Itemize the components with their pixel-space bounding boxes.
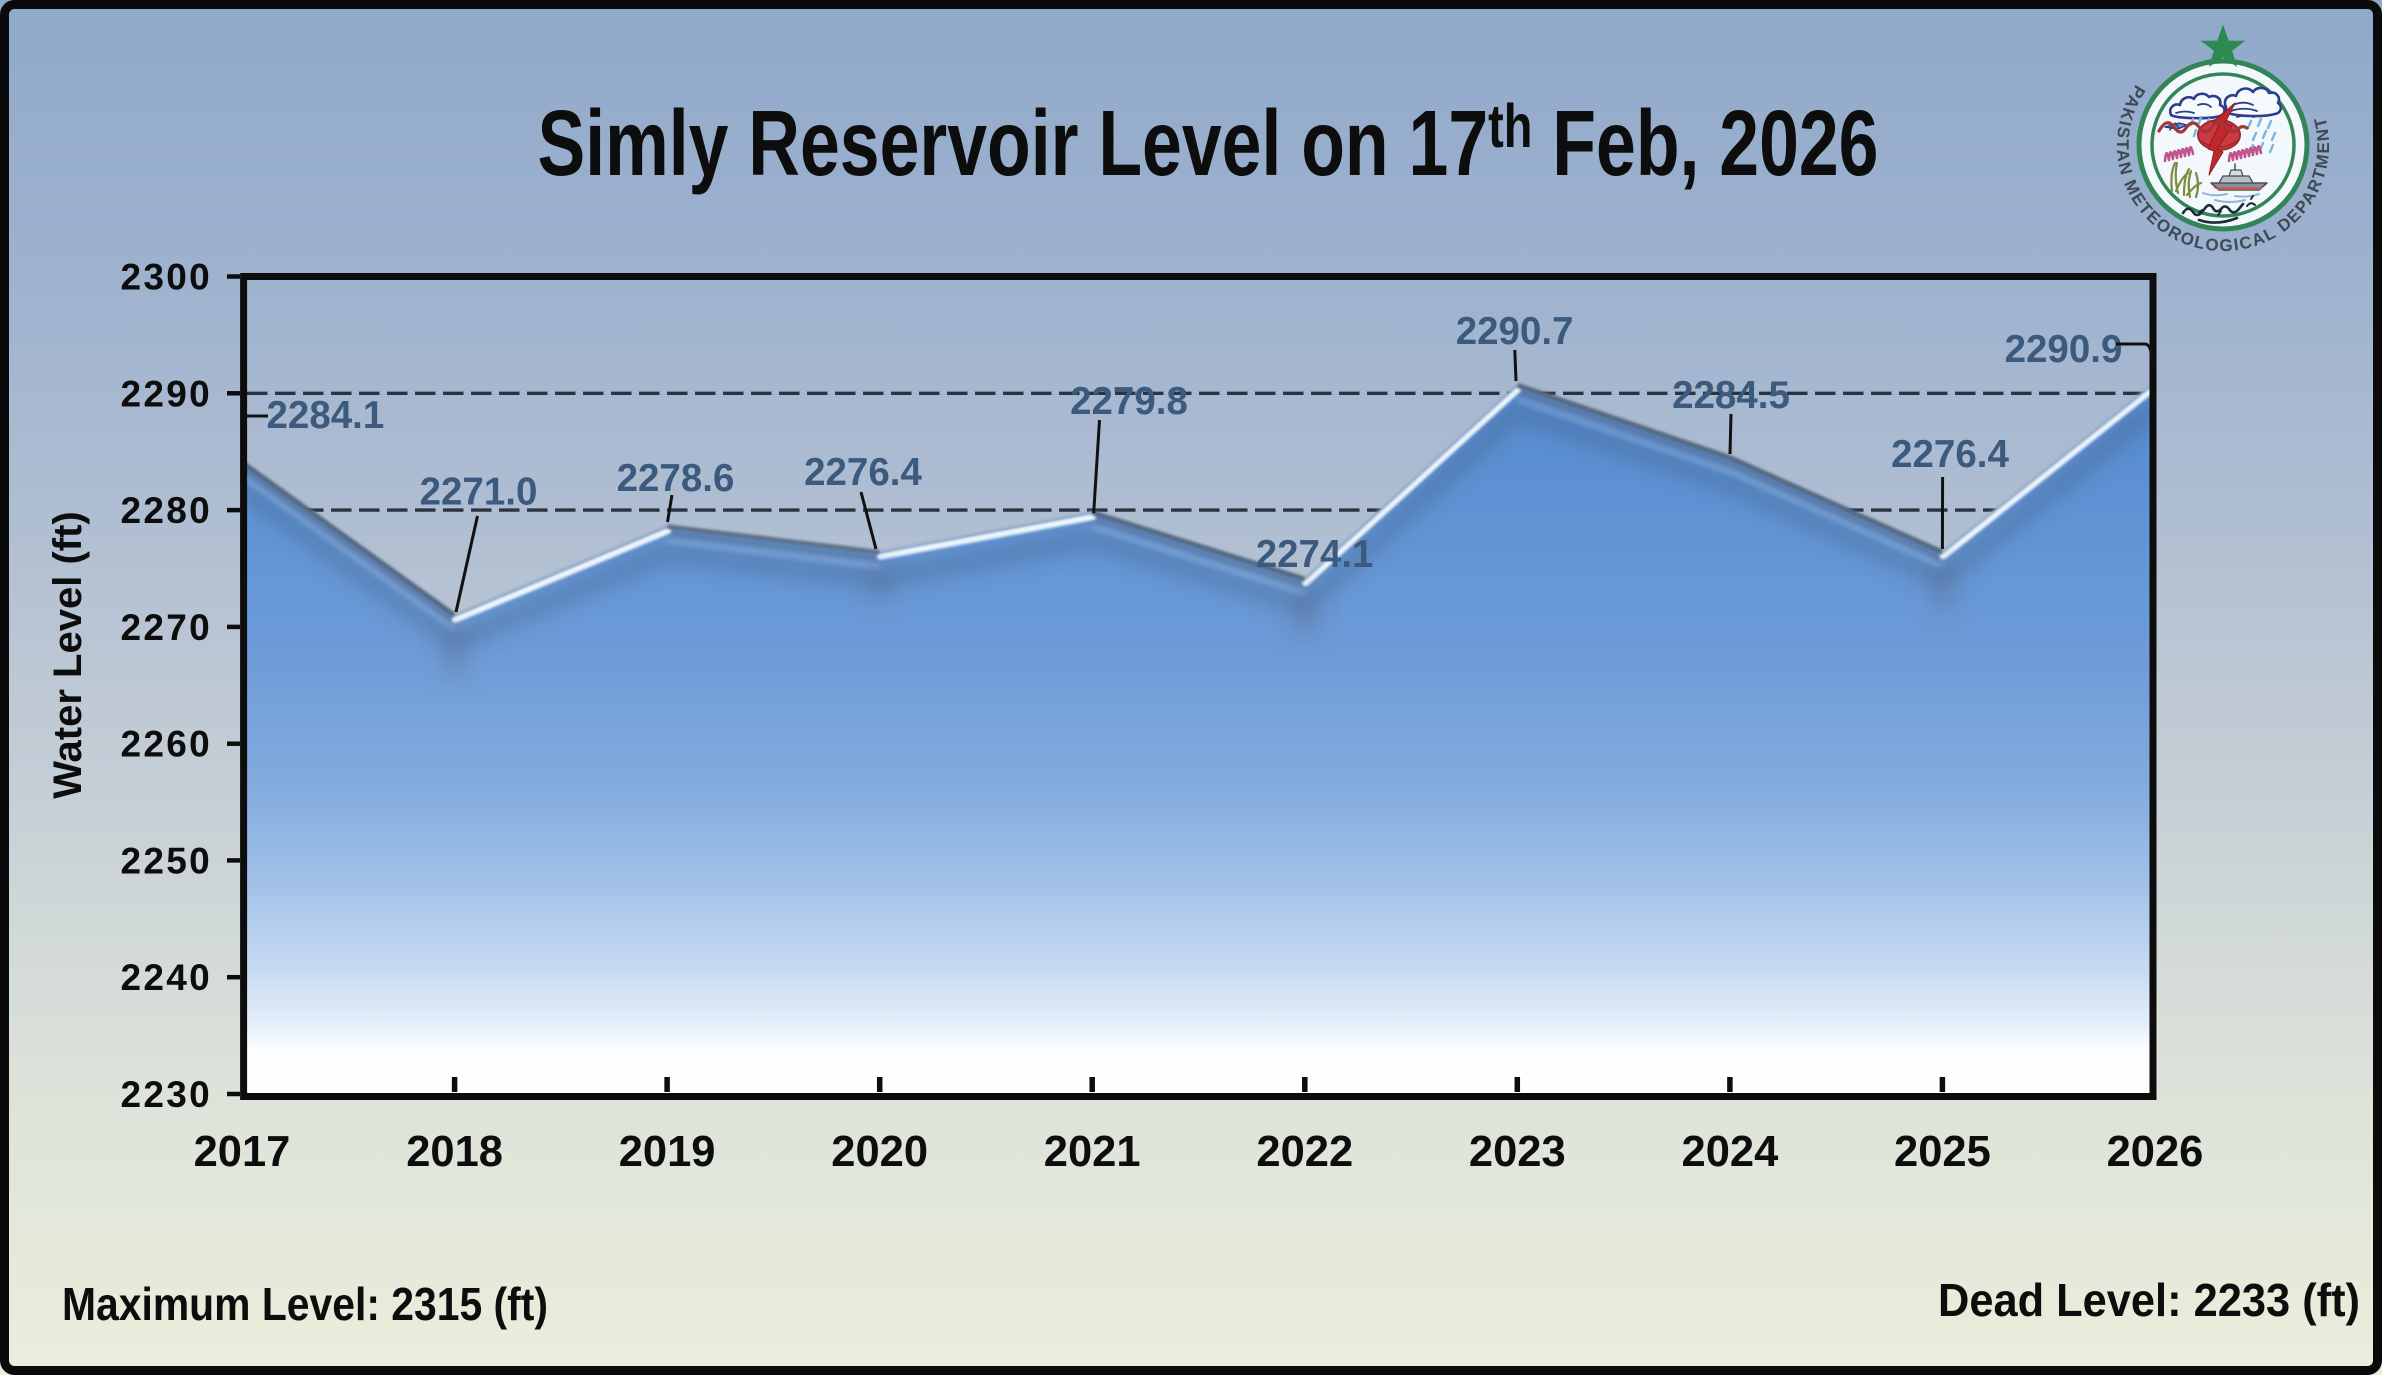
svg-text:2290: 2290: [120, 373, 212, 414]
svg-text:Dead Level: 2233 (ft): Dead Level: 2233 (ft): [1938, 1274, 2360, 1326]
svg-text:2240: 2240: [120, 957, 212, 998]
svg-text:2278.6: 2278.6: [617, 457, 735, 500]
svg-text:2230: 2230: [120, 1074, 212, 1115]
svg-text:2260: 2260: [120, 724, 212, 765]
svg-text:Simly Reservoir Level on 17th: Simly Reservoir Level on 17th Feb, 2026: [538, 91, 1879, 195]
svg-text:2018: 2018: [406, 1128, 503, 1176]
svg-text:2250: 2250: [120, 840, 212, 881]
svg-text:2279.8: 2279.8: [1070, 380, 1188, 423]
svg-text:2300: 2300: [120, 257, 212, 298]
svg-text:2276.4: 2276.4: [804, 451, 922, 494]
svg-text:2017: 2017: [194, 1128, 291, 1176]
svg-text:2025: 2025: [1894, 1128, 1991, 1176]
svg-text:2020: 2020: [831, 1128, 928, 1176]
svg-text:2276.4: 2276.4: [1891, 433, 2009, 476]
svg-text:2022: 2022: [1256, 1128, 1353, 1176]
svg-text:2023: 2023: [1469, 1128, 1566, 1176]
svg-text:Water Level (ft): Water Level (ft): [46, 511, 90, 798]
svg-text:2271.0: 2271.0: [420, 471, 538, 514]
svg-text:2280: 2280: [120, 490, 212, 531]
svg-text:2274.1: 2274.1: [1256, 533, 1374, 576]
svg-text:2019: 2019: [619, 1128, 716, 1176]
svg-text:2270: 2270: [120, 607, 212, 648]
svg-text:2290.7: 2290.7: [1456, 310, 1574, 353]
svg-text:2284.1: 2284.1: [267, 394, 385, 437]
svg-text:2024: 2024: [1682, 1128, 1779, 1176]
svg-text:2021: 2021: [1044, 1128, 1141, 1176]
svg-text:2284.5: 2284.5: [1672, 374, 1790, 417]
svg-text:2290.9: 2290.9: [2005, 328, 2123, 371]
svg-text:Maximum Level: 2315 (ft): Maximum Level: 2315 (ft): [62, 1278, 548, 1330]
svg-text:2026: 2026: [2107, 1128, 2204, 1176]
